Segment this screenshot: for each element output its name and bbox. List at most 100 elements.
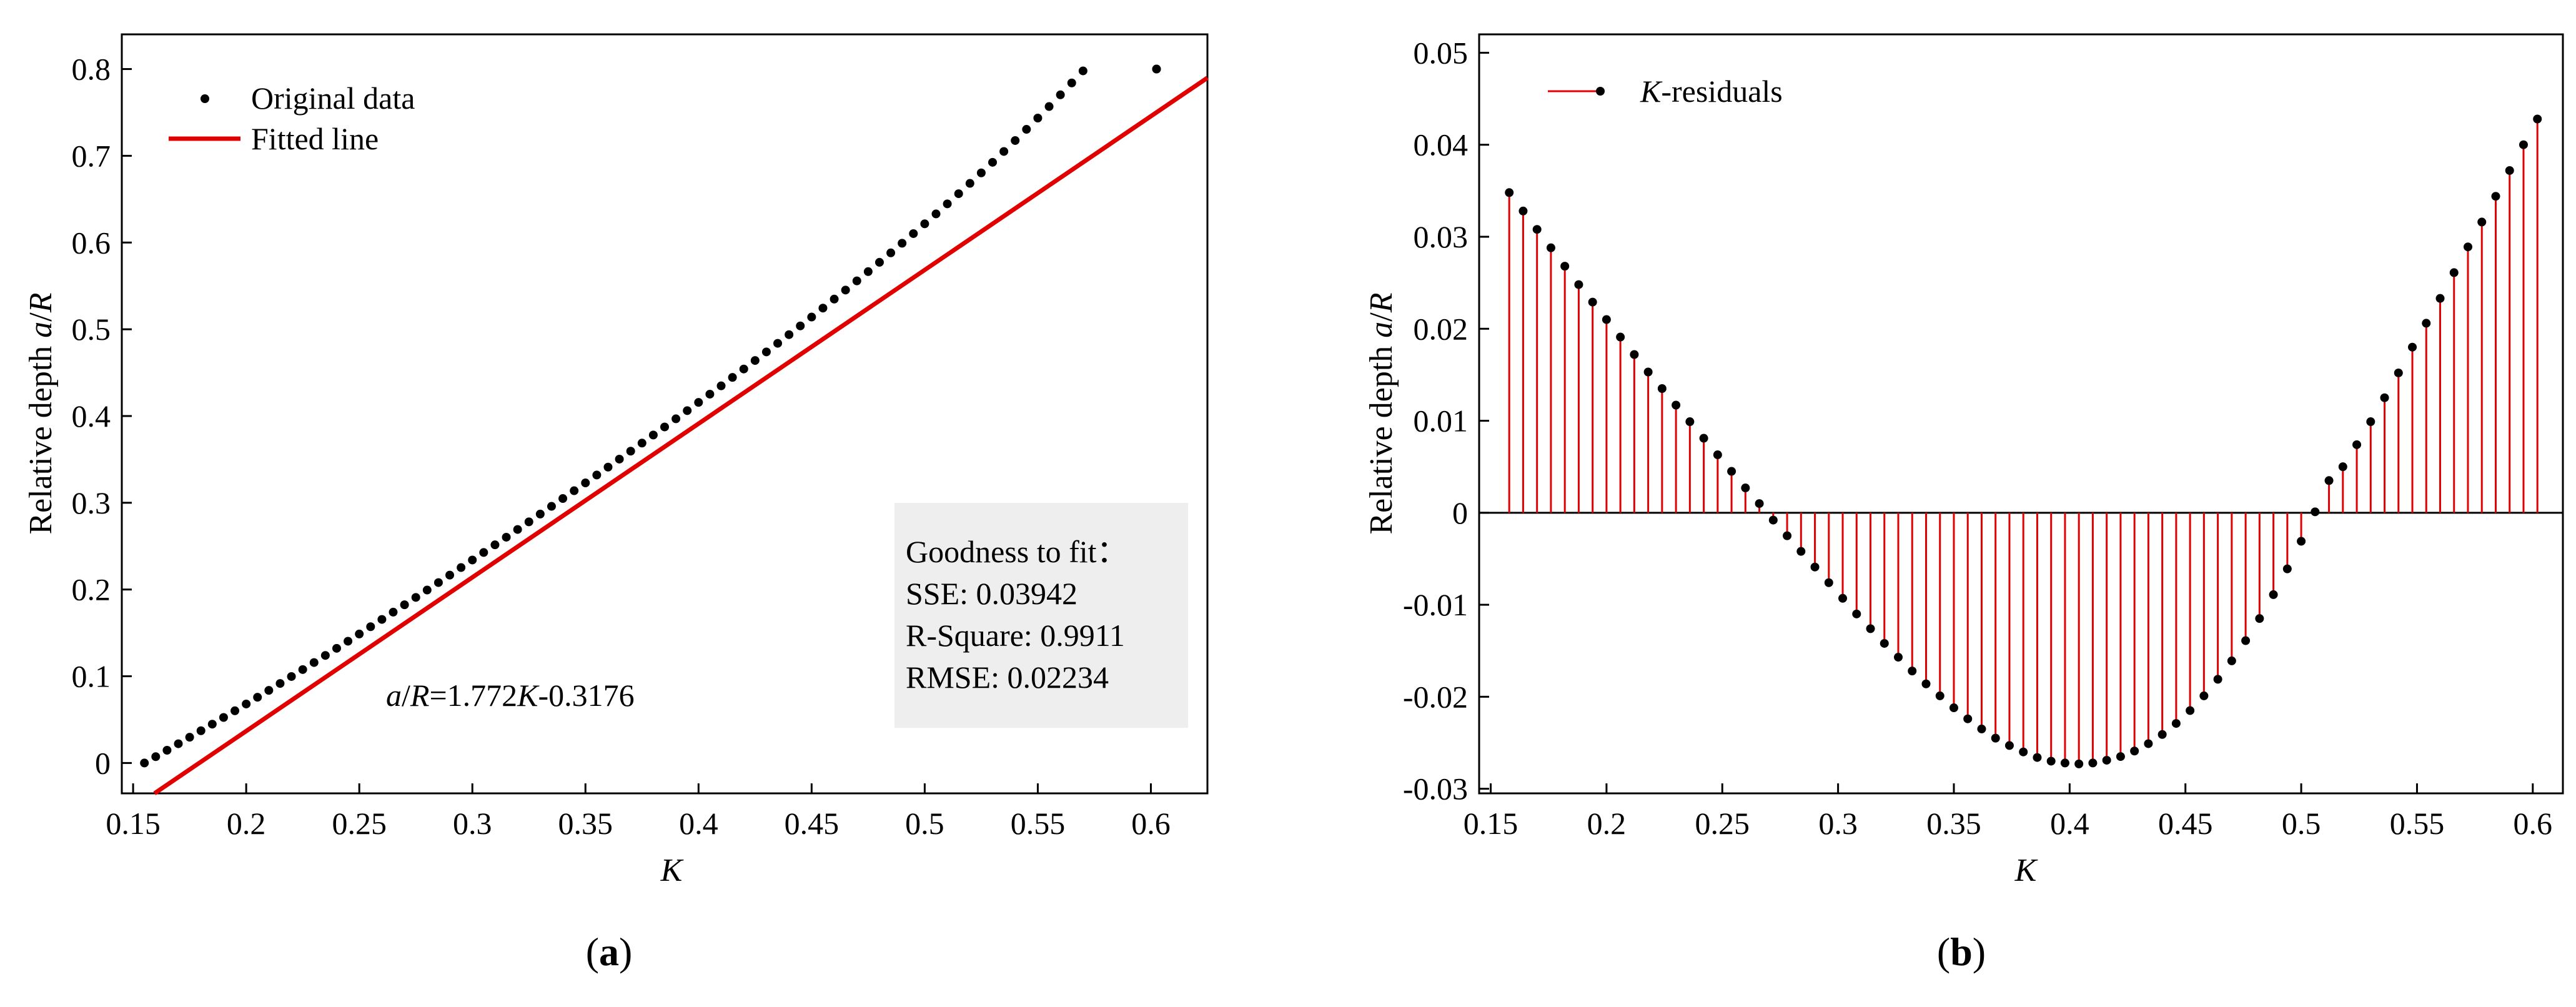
data-point: [524, 517, 533, 527]
data-point: [716, 381, 726, 390]
data-point: [275, 679, 285, 688]
y-tick-label: 0.3: [72, 485, 111, 520]
residual-point: [1921, 679, 1931, 688]
data-point: [253, 693, 262, 702]
y-tick-label: 0.2: [72, 572, 111, 607]
data-point: [1067, 78, 1076, 87]
data-point: [592, 470, 602, 480]
residual-point: [1963, 714, 1973, 723]
residual-point: [1838, 593, 1848, 603]
x-axis-label-b: K: [2014, 853, 2038, 888]
residual-point: [2366, 417, 2375, 427]
data-point: [1152, 64, 1161, 74]
data-point: [479, 548, 488, 557]
data-point: [830, 294, 839, 304]
data-point: [841, 285, 850, 295]
y-tick-label: 0.03: [1414, 219, 1469, 254]
caption-b: (b): [1937, 930, 1986, 974]
data-point: [976, 168, 986, 177]
x-tick-label: 0.3: [1818, 806, 1858, 841]
legend-label-fitted: Fitted line: [251, 121, 379, 156]
data-point: [637, 439, 646, 448]
data-point: [999, 147, 1009, 156]
residual-point: [1908, 667, 1917, 676]
legend-marker-residuals: [1596, 87, 1605, 96]
data-point: [705, 389, 715, 399]
x-tick-label: 0.5: [905, 806, 944, 841]
data-point: [377, 615, 387, 624]
y-tick-label: 0.04: [1414, 127, 1469, 162]
x-tick-label: 0.4: [679, 806, 718, 841]
goodness-box: [894, 503, 1188, 728]
data-point: [626, 447, 635, 456]
data-point: [761, 347, 771, 357]
residual-point: [1991, 733, 2000, 743]
x-tick-label: 0.5: [2282, 806, 2321, 841]
data-point: [490, 540, 500, 550]
residual-point: [2533, 114, 2542, 124]
data-point: [807, 312, 816, 322]
data-point: [468, 555, 477, 565]
data-point: [535, 509, 545, 518]
data-point: [863, 267, 873, 276]
residual-point: [2033, 753, 2042, 762]
data-point: [1056, 90, 1065, 99]
data-point: [750, 356, 760, 365]
x-tick-label: 0.2: [227, 806, 266, 841]
residual-point: [2449, 268, 2459, 277]
data-point: [852, 276, 861, 285]
residual-point: [2394, 368, 2403, 377]
residual-point: [2144, 739, 2153, 748]
residual-point: [2435, 294, 2445, 303]
residual-point: [2241, 636, 2251, 645]
x-tick-label: 0.45: [785, 806, 840, 841]
residual-point: [1824, 578, 1833, 587]
data-point: [344, 637, 353, 646]
y-tick-label: 0.02: [1414, 311, 1469, 346]
data-point: [389, 607, 398, 617]
data-point: [988, 157, 998, 167]
y-tick-label: 0.4: [72, 399, 111, 434]
residual-point: [1574, 280, 1583, 289]
residual-point: [2282, 564, 2292, 573]
residual-point: [1880, 638, 1889, 648]
data-point: [874, 257, 884, 267]
residual-point: [2338, 462, 2347, 472]
residual-point: [2046, 756, 2056, 766]
residual-point: [2213, 675, 2222, 684]
residual-point: [1949, 703, 1958, 713]
residual-point: [2171, 719, 2181, 728]
x-tick-label: 0.25: [332, 806, 387, 841]
residual-point: [2116, 752, 2125, 761]
x-tick-label: 0.15: [106, 806, 161, 841]
data-point: [920, 219, 929, 229]
residual-point: [2019, 747, 2028, 756]
data-point: [898, 239, 907, 248]
data-point: [886, 248, 896, 257]
data-point: [1044, 102, 1054, 111]
residual-point: [2074, 759, 2084, 768]
residual-point: [2352, 440, 2362, 449]
residual-point: [2491, 192, 2500, 201]
x-tick-label: 0.35: [558, 806, 613, 841]
residual-point: [2060, 758, 2069, 768]
residual-point: [2186, 706, 2195, 715]
data-point: [287, 672, 296, 681]
data-point: [547, 502, 556, 511]
data-point: [207, 720, 217, 729]
residual-point: [1741, 484, 1750, 493]
y-tick-label: 0.01: [1414, 404, 1469, 439]
x-axis-label-a: K: [660, 853, 684, 888]
residual-point: [2519, 140, 2528, 149]
data-point: [433, 578, 443, 587]
data-point: [660, 422, 669, 432]
plot-area-a: [140, 64, 1209, 795]
data-point: [1022, 125, 1031, 134]
plot-area-b: [1479, 114, 2563, 768]
goodness-title: Goodness to fit：: [906, 534, 1128, 569]
data-point: [162, 745, 172, 755]
data-point: [931, 209, 941, 219]
data-point: [151, 752, 161, 761]
data-point: [943, 199, 952, 209]
residual-point: [2102, 755, 2111, 765]
